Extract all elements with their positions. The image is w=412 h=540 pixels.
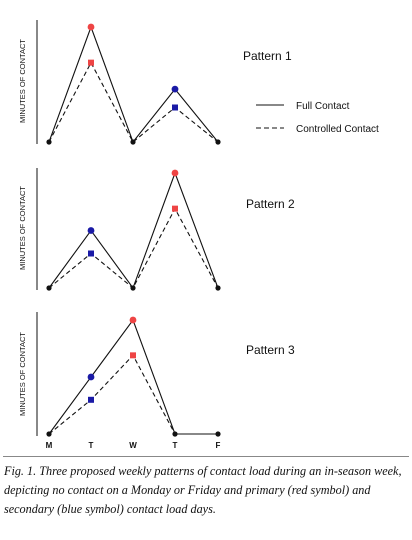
x-tick-label: W	[129, 441, 137, 450]
caption-divider	[3, 456, 409, 457]
full-contact-point	[171, 169, 179, 177]
panel-title: Pattern 3	[246, 343, 295, 357]
controlled-contact-point	[88, 250, 94, 257]
x-tick-label: T	[89, 441, 94, 450]
legend-controlled-contact-label: Controlled Contact	[296, 124, 379, 135]
figure-caption: Fig. 1. Three proposed weekly patterns o…	[4, 462, 408, 519]
y-axis-label: MINUTES OF CONTACT	[18, 39, 27, 123]
full-contact-point	[87, 227, 95, 234]
series-line-controlled-contact	[48, 61, 219, 143]
full-contact-point	[129, 316, 137, 324]
legend: Full Contact Controlled Contact	[256, 101, 379, 135]
full-contact-point	[171, 85, 179, 93]
caption-label: Fig. 1.	[4, 464, 37, 478]
panel-pattern-3: MINUTES OF CONTACT Pattern 3 M T W T F	[18, 312, 295, 450]
legend-full-contact-label: Full Contact	[296, 101, 350, 112]
zero-point-marker	[215, 139, 221, 145]
full-contact-point	[87, 23, 95, 31]
x-tick-label: F	[216, 441, 221, 450]
controlled-contact-point	[88, 396, 94, 403]
caption-text: Three proposed weekly patterns of contac…	[4, 464, 402, 516]
controlled-contact-point	[172, 104, 178, 111]
zero-point-marker	[172, 431, 178, 437]
x-tick-label: T	[173, 441, 178, 450]
controlled-contact-point	[88, 59, 94, 66]
y-axis-label: MINUTES OF CONTACT	[18, 332, 27, 416]
zero-point-marker	[46, 431, 52, 437]
zero-point-marker	[130, 139, 136, 145]
panel-pattern-1: MINUTES OF CONTACT Pattern 1	[18, 20, 292, 145]
series-line-full-contact	[48, 318, 218, 435]
panel-title: Pattern 2	[246, 197, 295, 211]
series-line-full-contact	[48, 171, 219, 290]
controlled-contact-point	[172, 205, 178, 212]
series-line-controlled-contact	[48, 354, 218, 435]
y-axis-label: MINUTES OF CONTACT	[18, 186, 27, 270]
series-line-full-contact	[48, 25, 219, 144]
zero-point-marker	[215, 285, 221, 291]
controlled-contact-point	[130, 352, 136, 359]
zero-point-marker	[215, 431, 221, 437]
zero-point-marker	[130, 285, 136, 291]
panel-title: Pattern 1	[243, 49, 292, 63]
zero-point-marker	[46, 139, 52, 145]
x-tick-label: M	[46, 441, 53, 450]
zero-point-marker	[46, 285, 52, 291]
panel-pattern-2: MINUTES OF CONTACT Pattern 2	[18, 168, 295, 291]
full-contact-point	[87, 373, 95, 381]
